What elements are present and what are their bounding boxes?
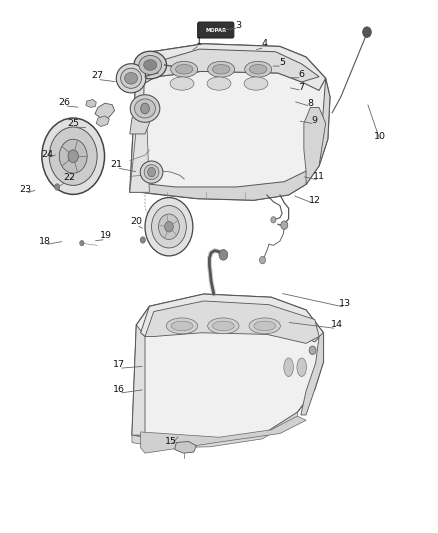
Polygon shape [130, 44, 330, 200]
Polygon shape [141, 416, 306, 453]
Circle shape [49, 127, 97, 185]
Ellipse shape [124, 72, 138, 84]
Ellipse shape [212, 64, 230, 74]
Text: 15: 15 [165, 437, 177, 446]
Text: 21: 21 [111, 160, 123, 168]
Text: 27: 27 [91, 71, 103, 80]
Ellipse shape [140, 161, 163, 183]
Ellipse shape [245, 61, 272, 77]
Polygon shape [95, 103, 115, 119]
Text: 18: 18 [39, 237, 51, 246]
Text: 19: 19 [100, 231, 112, 240]
Text: 7: 7 [299, 83, 305, 92]
Circle shape [281, 221, 288, 229]
Ellipse shape [134, 99, 155, 118]
Polygon shape [304, 108, 325, 184]
Text: 12: 12 [309, 196, 321, 205]
Text: 20: 20 [131, 217, 142, 226]
Polygon shape [301, 333, 323, 415]
Ellipse shape [244, 77, 268, 90]
Ellipse shape [144, 165, 159, 180]
Text: 9: 9 [312, 116, 318, 125]
Ellipse shape [284, 358, 293, 376]
Polygon shape [175, 441, 196, 453]
Text: 8: 8 [307, 99, 314, 108]
Text: 25: 25 [67, 119, 79, 128]
Circle shape [165, 221, 173, 232]
Circle shape [54, 184, 60, 190]
Polygon shape [141, 294, 323, 342]
Text: 10: 10 [374, 132, 386, 141]
Ellipse shape [212, 321, 234, 330]
Text: 24: 24 [41, 150, 53, 159]
Circle shape [159, 214, 180, 239]
Text: MOPAR: MOPAR [205, 28, 226, 33]
Ellipse shape [116, 63, 146, 93]
Polygon shape [130, 70, 144, 192]
Circle shape [145, 198, 193, 256]
Text: 11: 11 [313, 172, 325, 181]
Ellipse shape [171, 321, 193, 330]
Ellipse shape [139, 55, 162, 75]
Circle shape [68, 150, 78, 163]
Ellipse shape [208, 61, 235, 77]
Polygon shape [130, 166, 319, 200]
Ellipse shape [170, 77, 194, 90]
Circle shape [140, 237, 145, 243]
Ellipse shape [249, 318, 280, 334]
Circle shape [42, 118, 105, 195]
Ellipse shape [176, 64, 193, 74]
Circle shape [80, 240, 84, 246]
Ellipse shape [208, 318, 239, 334]
Circle shape [271, 216, 276, 223]
Ellipse shape [130, 95, 160, 122]
Ellipse shape [144, 60, 157, 70]
Ellipse shape [254, 321, 276, 330]
Polygon shape [132, 413, 297, 448]
Ellipse shape [120, 68, 141, 88]
Circle shape [259, 256, 265, 264]
Text: 1: 1 [196, 37, 202, 46]
Circle shape [148, 167, 155, 177]
Text: 23: 23 [19, 185, 32, 194]
Ellipse shape [250, 64, 267, 74]
Text: 3: 3 [236, 21, 242, 30]
Circle shape [363, 27, 371, 37]
Polygon shape [145, 301, 319, 343]
Circle shape [219, 249, 228, 260]
Ellipse shape [171, 61, 198, 77]
FancyBboxPatch shape [198, 22, 234, 38]
Ellipse shape [297, 358, 307, 376]
Text: 16: 16 [113, 385, 125, 394]
Polygon shape [130, 110, 149, 134]
Text: 4: 4 [261, 39, 268, 49]
Polygon shape [86, 100, 96, 108]
Text: 5: 5 [279, 58, 285, 67]
Circle shape [141, 103, 149, 114]
Polygon shape [141, 44, 325, 91]
Circle shape [59, 139, 87, 173]
Polygon shape [156, 49, 319, 82]
Polygon shape [130, 128, 149, 192]
Text: 14: 14 [331, 320, 343, 329]
Polygon shape [96, 116, 110, 126]
Polygon shape [132, 294, 323, 441]
Circle shape [152, 206, 186, 248]
Text: 22: 22 [63, 173, 75, 182]
Ellipse shape [207, 77, 231, 90]
Text: 26: 26 [59, 98, 71, 107]
Polygon shape [132, 325, 145, 435]
Polygon shape [319, 78, 330, 166]
Circle shape [309, 346, 316, 354]
Ellipse shape [166, 318, 198, 334]
Text: 6: 6 [299, 70, 305, 79]
Text: 17: 17 [113, 360, 125, 369]
Text: 13: 13 [339, 299, 351, 308]
Ellipse shape [134, 51, 166, 79]
